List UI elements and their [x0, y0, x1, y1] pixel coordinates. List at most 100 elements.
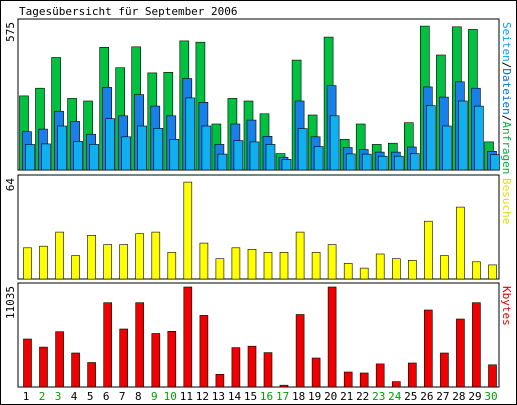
bar-seiten-day-26: [425, 105, 436, 171]
bar-besuche-day-9: [151, 231, 161, 280]
bar-kbytes-day-1: [23, 338, 32, 388]
legend-label-part: /: [500, 115, 513, 122]
bar-besuche-day-25: [407, 259, 417, 280]
bar-seiten-day-23: [377, 155, 388, 171]
bar-seiten-day-21: [345, 153, 356, 171]
day-label-20: 20: [324, 390, 337, 403]
bar-seiten-day-12: [201, 125, 212, 171]
bar-seiten-day-3: [57, 125, 67, 171]
panel-3-plot-area: [17, 282, 500, 388]
panel-2-plot-area: [17, 174, 500, 280]
panel-2-legend-label: Besuche: [500, 178, 513, 224]
day-label-3: 3: [55, 390, 62, 403]
bar-kbytes-day-9: [151, 333, 161, 388]
day-label-16: 16: [260, 390, 273, 403]
bar-seiten-day-27: [442, 125, 452, 171]
bar-kbytes-day-27: [440, 352, 449, 388]
bar-seiten-day-1: [25, 144, 35, 171]
day-label-9: 9: [151, 390, 158, 403]
bar-kbytes-day-6: [103, 302, 112, 388]
chart-title: Tagesübersicht für September 2006: [19, 5, 238, 18]
bar-kbytes-day-16: [263, 352, 273, 388]
day-label-4: 4: [71, 390, 78, 403]
bar-seiten-day-29: [474, 105, 484, 171]
bar-kbytes-day-4: [71, 352, 80, 388]
day-label-29: 29: [468, 390, 481, 403]
bar-besuche-day-22: [359, 267, 369, 280]
bar-kbytes-day-30: [488, 364, 497, 388]
bar-besuche-day-3: [55, 231, 64, 280]
bar-seiten-day-16: [265, 144, 276, 171]
bar-seiten-day-10: [169, 139, 180, 171]
bar-besuche-day-23: [375, 253, 385, 280]
bar-seiten-day-4: [73, 141, 83, 171]
bar-besuche-day-26: [423, 220, 433, 280]
bar-besuche-day-28: [456, 206, 465, 280]
bar-besuche-day-11: [183, 181, 193, 280]
bar-seiten-day-2: [41, 143, 51, 171]
day-label-1: 1: [23, 390, 30, 403]
bar-kbytes-day-12: [199, 315, 209, 388]
bar-besuche-day-14: [231, 247, 241, 280]
bar-seiten-day-25: [409, 153, 420, 171]
bar-seiten-day-9: [153, 128, 164, 171]
bar-kbytes-day-28: [456, 318, 465, 388]
bar-besuche-day-29: [472, 261, 481, 280]
bar-besuche-day-7: [119, 244, 128, 280]
bar-seiten-day-17: [281, 159, 292, 171]
bar-kbytes-day-10: [167, 330, 177, 388]
day-label-23: 23: [372, 390, 385, 403]
bar-kbytes-day-21: [343, 371, 353, 388]
bar-seiten-day-7: [121, 136, 131, 171]
bar-seiten-day-6: [105, 118, 115, 171]
day-label-13: 13: [212, 390, 225, 403]
panel-2-max-label: 64: [4, 178, 17, 192]
bar-kbytes-day-29: [472, 302, 481, 388]
bar-seiten-day-8: [137, 125, 147, 171]
day-label-26: 26: [420, 390, 433, 403]
day-label-6: 6: [103, 390, 110, 403]
bar-besuche-day-17: [279, 252, 289, 280]
panel-3-legend-label: Kbytes: [500, 286, 513, 326]
legend-label-part: Anfragen: [500, 121, 513, 174]
day-label-5: 5: [87, 390, 94, 403]
bar-seiten-day-18: [297, 128, 308, 171]
bar-besuche-day-18: [295, 231, 305, 280]
day-label-15: 15: [244, 390, 257, 403]
bar-kbytes-day-8: [135, 302, 144, 388]
day-label-17: 17: [276, 390, 289, 403]
bar-besuche-day-19: [311, 252, 321, 280]
legend-label-part: /: [500, 62, 513, 69]
bar-seiten-day-14: [233, 140, 244, 171]
bar-kbytes-day-26: [423, 309, 433, 388]
bar-seiten-day-13: [217, 153, 228, 171]
day-label-22: 22: [356, 390, 369, 403]
bar-besuche-day-6: [103, 244, 112, 280]
day-label-18: 18: [292, 390, 305, 403]
legend-label-part: Seiten: [500, 22, 513, 62]
bar-besuche-day-8: [135, 233, 144, 280]
day-label-8: 8: [135, 390, 142, 403]
bar-besuche-day-1: [23, 247, 32, 280]
day-label-24: 24: [388, 390, 402, 403]
bar-seiten-day-11: [185, 97, 196, 171]
bar-besuche-day-20: [327, 244, 337, 280]
bar-besuche-day-4: [71, 255, 80, 280]
day-label-11: 11: [180, 390, 193, 403]
bar-kbytes-day-18: [295, 314, 305, 388]
bar-besuche-day-24: [391, 258, 401, 280]
bar-seiten-day-20: [329, 115, 340, 171]
day-label-25: 25: [404, 390, 417, 403]
bar-kbytes-day-2: [39, 346, 48, 388]
day-label-28: 28: [452, 390, 465, 403]
bar-kbytes-day-5: [87, 362, 96, 388]
bar-besuche-day-2: [39, 245, 48, 280]
bar-kbytes-day-24: [391, 381, 401, 388]
bar-seiten-day-28: [458, 100, 468, 171]
bar-besuche-day-10: [167, 252, 177, 280]
bar-besuche-day-16: [263, 252, 273, 280]
bar-kbytes-day-25: [407, 362, 417, 388]
bar-kbytes-day-15: [247, 345, 257, 388]
panel-1-max-label: 575: [4, 22, 17, 42]
